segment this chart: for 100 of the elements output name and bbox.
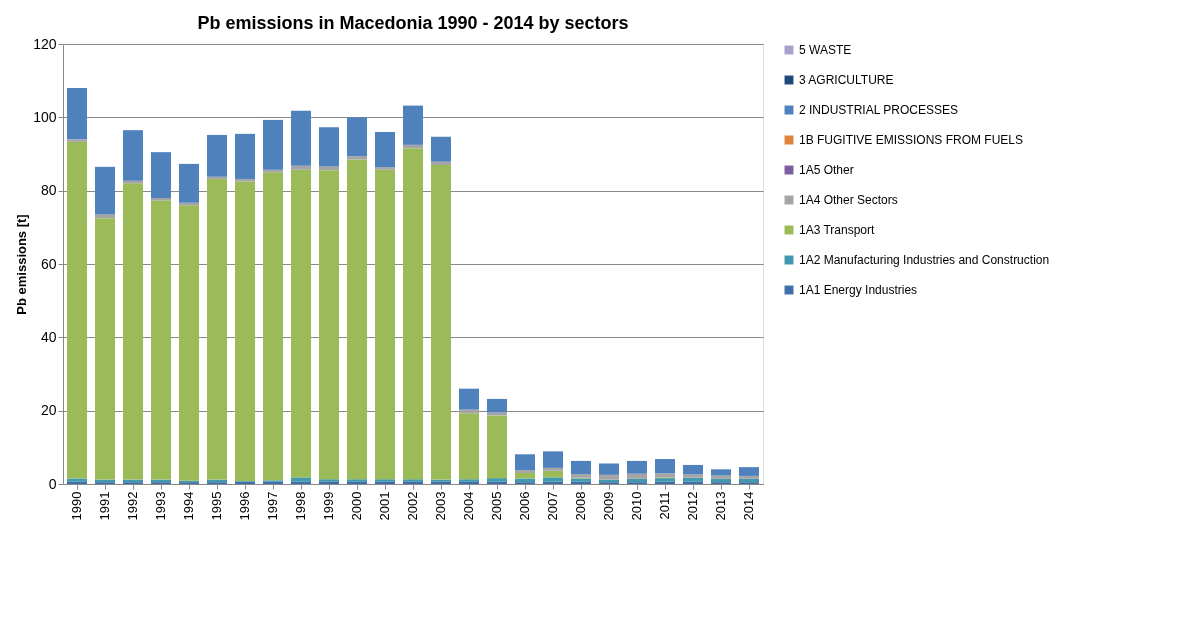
bar: [403, 144, 423, 149]
bar: [263, 119, 283, 170]
bar: [67, 88, 87, 140]
bar: [711, 478, 731, 483]
y-tick-label: 40: [40, 328, 57, 345]
bar: [571, 460, 591, 475]
legend-label: 1A1 Energy Industries: [799, 283, 918, 297]
x-tick-label: 1999: [321, 491, 336, 521]
x-tick-label: 1992: [125, 491, 140, 521]
bar: [487, 415, 507, 479]
x-tick-label: 2011: [657, 491, 672, 520]
x-tick-label: 1996: [237, 491, 252, 521]
x-tick-label: 1994: [181, 491, 196, 521]
legend-label: 1B FUGITIVE EMISSIONS FROM FUELS: [799, 133, 1024, 147]
bar: [655, 459, 675, 474]
bar: [235, 133, 255, 179]
bar: [67, 141, 87, 479]
bar: [459, 388, 479, 410]
x-tick-label: 2004: [461, 491, 476, 521]
bar: [599, 474, 619, 480]
x-tick-label: 2012: [685, 491, 700, 521]
x-tick-label: 2005: [489, 491, 504, 521]
bar: [543, 470, 563, 478]
legend-label: 1A2 Manufacturing Industries and Construction: [799, 253, 1050, 267]
bar: [543, 467, 563, 471]
bar: [739, 475, 759, 479]
bar: [235, 181, 255, 482]
bar: [123, 130, 143, 181]
bar: [431, 136, 451, 162]
x-tick-label: 2013: [713, 491, 728, 521]
bar: [235, 178, 255, 182]
bar: [179, 163, 199, 203]
bar: [515, 473, 535, 479]
bar: [403, 105, 423, 145]
bar: [459, 413, 479, 480]
bar: [347, 159, 367, 480]
bar: [319, 127, 339, 167]
legend-label: 1A3 Transport: [799, 223, 876, 237]
legend-label: 1A4 Other Sectors: [799, 193, 898, 207]
bar: [627, 478, 647, 483]
bar: [151, 200, 171, 480]
bar: [683, 481, 703, 484]
legend-label: 1A5 Other: [799, 163, 854, 177]
bar: [599, 463, 619, 475]
x-tick-label: 2003: [433, 491, 448, 521]
x-tick-label: 1990: [69, 491, 84, 521]
bar: [683, 474, 703, 478]
y-axis-title: Pb emissions [t]: [14, 214, 30, 315]
bar: [291, 477, 311, 482]
bar: [123, 183, 143, 480]
y-tick-label: 80: [40, 182, 57, 199]
y-tick-label: 60: [40, 255, 57, 272]
x-tick-label: 2008: [573, 491, 588, 521]
bar: [291, 481, 311, 484]
bar: [207, 176, 227, 179]
bar: [151, 152, 171, 198]
y-tick-label: 120: [33, 35, 57, 52]
legend-label: 3 AGRICULTURE: [799, 73, 894, 87]
bar: [431, 161, 451, 165]
bar: [375, 132, 395, 168]
bar: [291, 110, 311, 166]
x-tick-label: 1991: [97, 491, 112, 521]
bar: [263, 172, 283, 481]
bar: [683, 477, 703, 482]
bar: [683, 464, 703, 475]
bar: [403, 148, 423, 480]
x-tick-label: 2009: [601, 491, 616, 521]
bar: [319, 166, 339, 171]
chart-title: Pb emissions in Macedonia 1990 - 2014 by sectors: [197, 13, 629, 33]
bar: [375, 167, 395, 170]
bar: [291, 165, 311, 170]
bar: [347, 156, 367, 160]
bar: [711, 469, 731, 476]
bar: [67, 139, 87, 142]
y-tick-label: 20: [40, 402, 57, 419]
bar: [207, 178, 227, 480]
y-tick-label: 100: [33, 108, 57, 125]
bar: [711, 475, 731, 479]
bar: [655, 473, 675, 478]
x-tick-label: 1993: [153, 491, 168, 521]
bar: [179, 205, 199, 481]
bar: [95, 218, 115, 480]
bar: [151, 198, 171, 201]
x-tick-label: 1997: [265, 491, 280, 521]
bar: [95, 166, 115, 215]
x-tick-label: 2001: [377, 491, 392, 521]
x-tick-label: 2002: [405, 491, 420, 521]
bar: [207, 134, 227, 177]
bar: [515, 454, 535, 471]
x-tick-label: 2007: [545, 491, 560, 521]
bar: [375, 169, 395, 480]
legend-label: 5 WASTE: [799, 43, 852, 57]
bar: [739, 467, 759, 476]
bar: [627, 473, 647, 479]
x-tick-label: 1995: [209, 491, 224, 521]
x-tick-label: 2000: [349, 491, 364, 521]
x-tick-label: 1998: [293, 491, 308, 521]
bar: [347, 117, 367, 157]
legend-label: 2 INDUSTRIAL PROCESSES: [799, 103, 958, 117]
x-tick-label: 2014: [741, 491, 756, 521]
